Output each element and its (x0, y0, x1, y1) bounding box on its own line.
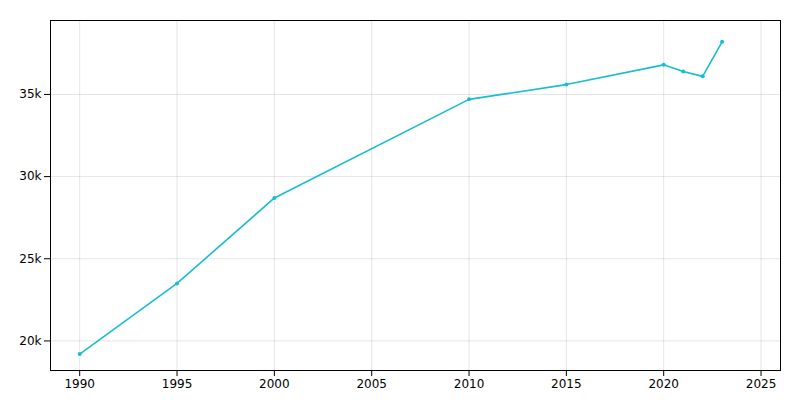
svg-text:2005: 2005 (356, 377, 387, 391)
svg-text:30k: 30k (19, 169, 41, 183)
svg-text:1995: 1995 (162, 377, 193, 391)
svg-text:2000: 2000 (259, 377, 290, 391)
svg-text:2010: 2010 (454, 377, 485, 391)
svg-text:2015: 2015 (551, 377, 582, 391)
svg-text:2020: 2020 (648, 377, 679, 391)
svg-text:25k: 25k (19, 252, 41, 266)
svg-text:2025: 2025 (746, 377, 777, 391)
svg-text:35k: 35k (19, 87, 41, 101)
svg-text:20k: 20k (19, 334, 41, 348)
svg-text:1990: 1990 (64, 377, 95, 391)
